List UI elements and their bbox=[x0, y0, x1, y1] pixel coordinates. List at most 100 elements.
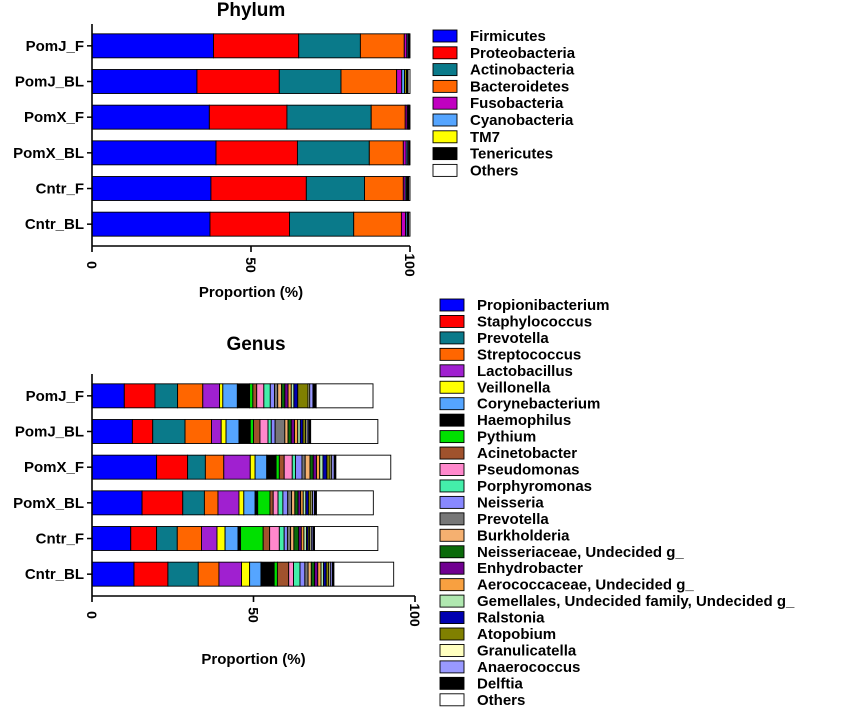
genus-legend-swatch-7-haemophilus bbox=[439, 413, 465, 427]
genus-segment-cntr-f-8-pythium bbox=[240, 526, 264, 551]
genus-x-axis-label: Proportion (%) bbox=[201, 651, 305, 668]
phylum-segment-cntr-bl-0-firmicutes bbox=[91, 211, 211, 237]
genus-legend-swatch-21-granulicatella bbox=[439, 644, 465, 657]
genus-legend: PropionibacteriumStaphylococcusPrevotell… bbox=[439, 297, 795, 709]
phylum-segment-cntr-bl-2-actinobacteria bbox=[289, 211, 355, 237]
genus-segment-pomj-f-12-neisseria bbox=[269, 383, 275, 409]
genus-legend-label-0-propionibacterium: Propionibacterium bbox=[477, 297, 610, 314]
genus-segment-cntr-f-13-prevotella bbox=[286, 526, 292, 551]
phylum-category-label-pomj-f: PomJ_F bbox=[26, 38, 84, 55]
phylum-legend-label-3-bacteroidetes: Bacteroidetes bbox=[470, 78, 569, 95]
genus-legend-label-17-aerococcaceae-undecided-g: Aerococcaceae, Undecided g_ bbox=[477, 577, 694, 594]
genus-bar-pomx-f bbox=[91, 454, 392, 480]
genus-bar-pomj-f bbox=[91, 383, 374, 409]
phylum-segment-pomj-bl-8-others bbox=[407, 69, 411, 94]
genus-bar-cntr-f bbox=[91, 526, 379, 551]
genus-segment-pomj-bl-17-aerococcaceae-undecided-g bbox=[294, 419, 299, 444]
phylum-x-tick-label-0: 0 bbox=[84, 261, 100, 269]
phylum-legend-swatch-7-tenericutes bbox=[432, 147, 458, 161]
phylum-category-label-pomx-bl: PomX_BL bbox=[13, 145, 84, 162]
phylum-segment-cntr-f-1-proteobacteria bbox=[210, 176, 307, 201]
genus-segment-pomj-bl-12-neisseria bbox=[270, 419, 276, 444]
genus-segment-pomj-f-11-porphyromonas bbox=[263, 383, 271, 409]
phylum-category-label-cntr-f: Cntr_F bbox=[36, 181, 84, 198]
genus-legend-swatch-19-ralstonia bbox=[439, 611, 465, 624]
genus-segment-cntr-f-11-porphyromonas bbox=[278, 526, 285, 551]
genus-bar-cntr-bl bbox=[91, 561, 395, 587]
genus-segment-pomj-f-17-aerococcaceae-undecided-g bbox=[287, 383, 292, 409]
phylum-segment-pomj-bl-2-actinobacteria bbox=[278, 69, 342, 94]
phylum-segment-pomj-f-0-firmicutes bbox=[91, 33, 214, 59]
genus-segment-pomj-f-16-enhydrobacter bbox=[284, 383, 289, 409]
genus-segment-pomj-f-23-delftia bbox=[312, 383, 317, 409]
genus-segment-pomj-bl-15-neisseriaceae-undecided-g bbox=[287, 419, 292, 444]
phylum-segment-pomx-bl-1-proteobacteria bbox=[215, 140, 298, 166]
genus-segment-cntr-bl-9-acinetobacter bbox=[276, 561, 290, 587]
genus-x-tick-label-100: 100 bbox=[407, 603, 423, 627]
genus-segment-pomx-f-6-corynebacterium bbox=[254, 454, 268, 480]
genus-segment-pomx-bl-11-porphyromonas bbox=[277, 490, 284, 516]
genus-segment-pomx-bl-9-acinetobacter bbox=[269, 490, 274, 516]
genus-segment-pomx-f-13-prevotella bbox=[301, 454, 306, 480]
phylum-chart-title: Phylum bbox=[217, 0, 286, 21]
genus-segment-pomj-bl-7-haemophilus bbox=[238, 419, 251, 444]
genus-segment-cntr-f-3-streptococcus bbox=[176, 526, 202, 551]
phylum-legend-swatch-6-tm7 bbox=[432, 130, 458, 144]
genus-legend-label-16-enhydrobacter: Enhydrobacter bbox=[477, 560, 583, 577]
genus-legend-label-9-acinetobacter: Acinetobacter bbox=[477, 445, 577, 462]
phylum-x-axis-label: Proportion (%) bbox=[199, 284, 303, 301]
phylum-legend: FirmicutesProteobacteriaActinobacteriaBa… bbox=[432, 28, 576, 179]
genus-legend-label-23-delftia: Delftia bbox=[477, 675, 524, 692]
genus-segment-pomx-f-5-veillonella bbox=[249, 454, 256, 480]
genus-segment-pomj-f-19-ralstonia bbox=[293, 383, 299, 409]
phylum-segment-pomx-bl-0-firmicutes bbox=[91, 140, 217, 166]
genus-segment-cntr-bl-17-aerococcaceae-undecided-g bbox=[317, 561, 322, 587]
phylum-legend-swatch-4-fusobacteria bbox=[432, 96, 458, 110]
phylum-legend-label-8-others: Others bbox=[470, 162, 518, 179]
genus-bar-pomj-bl bbox=[91, 419, 379, 444]
genus-legend-swatch-9-acinetobacter bbox=[439, 446, 465, 460]
phylum-legend-swatch-1-proteobacteria bbox=[432, 46, 458, 60]
genus-segment-pomx-f-16-enhydrobacter bbox=[312, 454, 317, 480]
genus-x-tick-label-50: 50 bbox=[246, 607, 262, 623]
genus-legend-swatch-16-enhydrobacter bbox=[439, 561, 465, 575]
genus-legend-label-13-prevotella: Prevotella bbox=[477, 511, 549, 528]
genus-category-label-cntr-bl: Cntr_BL bbox=[25, 566, 84, 583]
phylum-legend-label-6-tm7: TM7 bbox=[470, 129, 500, 146]
genus-legend-swatch-14-burkholderia bbox=[439, 528, 465, 542]
phylum-category-label-pomj-bl: PomJ_BL bbox=[15, 74, 84, 91]
genus-segment-cntr-f-5-veillonella bbox=[216, 526, 226, 551]
genus-legend-swatch-6-corynebacterium bbox=[439, 397, 465, 411]
phylum-category-label-pomx-f: PomX_F bbox=[24, 109, 84, 126]
genus-segment-pomj-f-5-veillonella bbox=[219, 383, 224, 409]
genus-x-tick-label-0: 0 bbox=[84, 611, 100, 619]
phylum-segment-cntr-f-0-firmicutes bbox=[91, 176, 212, 201]
genus-segment-pomj-bl-9-acinetobacter bbox=[253, 419, 261, 444]
genus-segment-cntr-bl-14-burkholderia bbox=[307, 561, 312, 587]
genus-segment-pomj-f-13-prevotella bbox=[274, 383, 279, 409]
genus-bar-pomx-bl bbox=[91, 490, 374, 516]
genus-legend-swatch-15-neisseriaceae-undecided-g bbox=[439, 545, 465, 559]
genus-segment-cntr-bl-3-streptococcus bbox=[197, 561, 220, 587]
genus-segment-pomx-f-1-staphylococcus bbox=[156, 454, 189, 480]
genus-legend-swatch-1-staphylococcus bbox=[439, 315, 465, 328]
phylum-bar-pomj-bl bbox=[91, 69, 411, 94]
phylum-legend-swatch-3-bacteroidetes bbox=[432, 79, 458, 93]
genus-legend-swatch-12-neisseria bbox=[439, 495, 465, 509]
genus-segment-cntr-bl-2-prevotella bbox=[167, 561, 199, 587]
genus-segment-pomx-bl-13-prevotella bbox=[287, 490, 293, 516]
genus-segment-pomx-f-2-prevotella bbox=[187, 454, 206, 480]
genus-segment-pomj-f-1-staphylococcus bbox=[123, 383, 156, 409]
phylum-segment-cntr-bl-4-fusobacteria bbox=[400, 211, 406, 237]
genus-legend-label-18-gemellales-undecided-family-undecided-g: Gemellales, Undecided family, Undecided … bbox=[477, 593, 795, 610]
genus-legend-label-3-streptococcus: Streptococcus bbox=[477, 346, 581, 363]
phylum-segment-pomx-bl-3-bacteroidetes bbox=[368, 140, 404, 166]
genus-legend-swatch-13-prevotella bbox=[439, 512, 465, 526]
phylum-segment-pomj-bl-0-firmicutes bbox=[91, 69, 198, 94]
genus-chart-title: Genus bbox=[226, 334, 285, 355]
genus-segment-cntr-bl-15-neisseriaceae-undecided-g bbox=[310, 561, 315, 587]
genus-legend-swatch-24-others bbox=[439, 693, 465, 707]
phylum-segment-cntr-f-8-others bbox=[408, 176, 411, 201]
genus-legend-label-20-atopobium: Atopobium bbox=[477, 626, 556, 643]
phylum-legend-label-0-firmicutes: Firmicutes bbox=[470, 28, 546, 45]
